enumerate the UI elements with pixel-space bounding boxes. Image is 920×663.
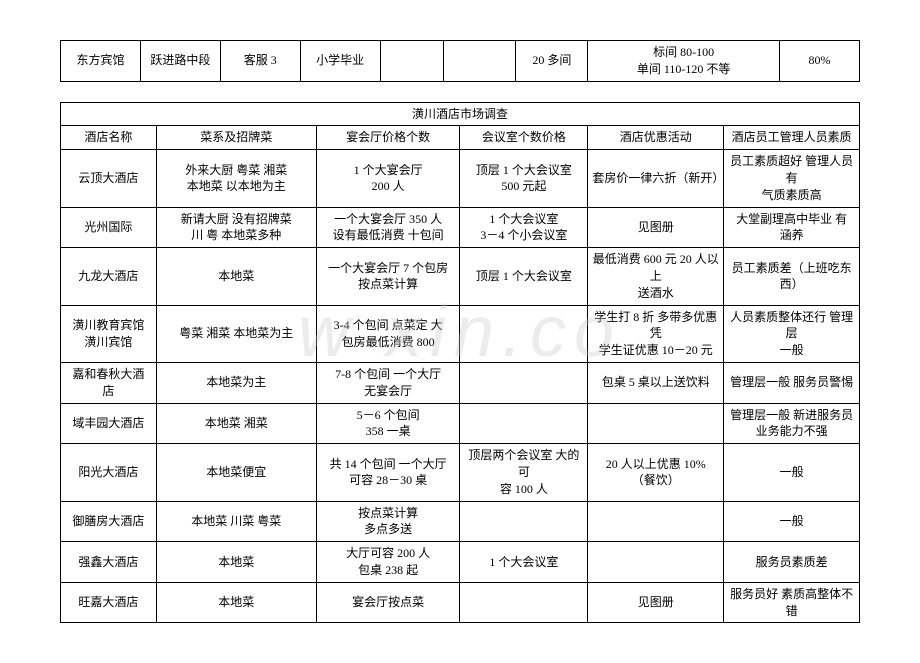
- table-cell: 阳光大酒店: [61, 444, 157, 501]
- table-cell: 强鑫大酒店: [61, 542, 157, 583]
- table-cell: 大堂副理高中毕业 有涵养: [724, 207, 860, 248]
- table-1: 东方宾馆跃进路中段客服 3小学毕业 20 多间标间 80-100单间 110-12…: [60, 40, 860, 82]
- table-cell: 3-4 个包间 点菜定 大包房最低消费 800: [316, 305, 460, 362]
- table-cell: 跃进路中段: [140, 41, 220, 82]
- table-row: 东方宾馆跃进路中段客服 3小学毕业 20 多间标间 80-100单间 110-12…: [61, 41, 860, 82]
- table-cell: 宴会厅按点菜: [316, 582, 460, 623]
- table-cell: 1 个大会议室3－4 个小会议室: [460, 207, 588, 248]
- table-row: 九龙大酒店本地菜一个大宴会厅 7 个包房按点菜计算顶层 1 个大会议室最低消费 …: [61, 248, 860, 305]
- column-header: 会议室个数价格: [460, 126, 588, 150]
- table-cell: 顶层两个会议室 大的可容 100 人: [460, 444, 588, 501]
- column-header: 宴会厅价格个数: [316, 126, 460, 150]
- table-cell: 顶层 1 个大会议室: [460, 248, 588, 305]
- table-row: 云顶大酒店外来大厨 粤菜 湘菜本地菜 以本地为主1 个大宴会厅200 人顶层 1…: [61, 150, 860, 207]
- table-row: 阳光大酒店本地菜便宜共 14 个包间 一个大厅可容 28－30 桌顶层两个会议室…: [61, 444, 860, 501]
- table-cell: 员工素质超好 管理人员有气质素质高: [724, 150, 860, 207]
- table-row: 旺嘉大酒店本地菜宴会厅按点菜 见图册服务员好 素质高整体不错: [61, 582, 860, 623]
- table-cell: 一般: [724, 501, 860, 542]
- table-row: 光州国际新请大厨 没有招牌菜川 粤 本地菜多种一个大宴会厅 350 人设有最低消…: [61, 207, 860, 248]
- table-cell: [460, 403, 588, 444]
- table-cell: 粤菜 湘菜 本地菜为主: [156, 305, 316, 362]
- table-cell: 域丰园大酒店: [61, 403, 157, 444]
- table-cell: 一般: [724, 444, 860, 501]
- table-cell: 九龙大酒店: [61, 248, 157, 305]
- table-cell: 一个大宴会厅 350 人设有最低消费 十包间: [316, 207, 460, 248]
- table-cell: 外来大厨 粤菜 湘菜本地菜 以本地为主: [156, 150, 316, 207]
- table-cell: 本地菜: [156, 542, 316, 583]
- column-header: 菜系及招牌菜: [156, 126, 316, 150]
- table-2-title-row: 潢川酒店市场调查: [61, 102, 860, 126]
- table-cell: 本地菜: [156, 248, 316, 305]
- page-container: w xin.co 东方宾馆跃进路中段客服 3小学毕业20 多间标间 80-100…: [60, 40, 860, 623]
- table-cell: [588, 501, 724, 542]
- table-cell: 小学毕业: [300, 41, 380, 82]
- table-cell: [460, 501, 588, 542]
- table-cell: [460, 362, 588, 403]
- table-2-header-row: 酒店名称菜系及招牌菜宴会厅价格个数会议室个数价格酒店优惠活动酒店员工管理人员素质: [61, 126, 860, 150]
- table-cell: 云顶大酒店: [61, 150, 157, 207]
- column-header: 酒店优惠活动: [588, 126, 724, 150]
- table-cell: 标间 80-100单间 110-120 不等: [588, 41, 780, 82]
- column-header: 酒店名称: [61, 126, 157, 150]
- table-cell: 员工素质差（上班吃东西）: [724, 248, 860, 305]
- table-2-title: 潢川酒店市场调查: [61, 102, 860, 126]
- table-cell: [460, 305, 588, 362]
- table-cell: 1 个大会议室: [460, 542, 588, 583]
- table-row: 嘉和春秋大酒店本地菜为主7-8 个包间 一个大厅无宴会厅 包桌 5 桌以上送饮料管…: [61, 362, 860, 403]
- table-cell: 按点菜计算多点多送: [316, 501, 460, 542]
- table-cell: 光州国际: [61, 207, 157, 248]
- table-cell: 服务员好 素质高整体不错: [724, 582, 860, 623]
- table-cell: 客服 3: [220, 41, 300, 82]
- table-cell: 管理层一般 新进服务员业务能力不强: [724, 403, 860, 444]
- table-cell: [460, 582, 588, 623]
- table-row: 域丰园大酒店本地菜 湘菜5－6 个包间358 一桌 管理层一般 新进服务员业务能力…: [61, 403, 860, 444]
- table-cell: 本地菜为主: [156, 362, 316, 403]
- table-cell: 新请大厨 没有招牌菜川 粤 本地菜多种: [156, 207, 316, 248]
- table-cell: 本地菜 川菜 粤菜: [156, 501, 316, 542]
- table-cell: 见图册: [588, 582, 724, 623]
- table-cell: 顶层 1 个大会议室500 元起: [460, 150, 588, 207]
- table-cell: 5－6 个包间358 一桌: [316, 403, 460, 444]
- table-cell: 20 多间: [516, 41, 588, 82]
- table-cell: [444, 41, 516, 82]
- table-cell: 管理层一般 服务员警惕: [724, 362, 860, 403]
- table-cell: 80%: [780, 41, 860, 82]
- table-cell: 御膳房大酒店: [61, 501, 157, 542]
- table-cell: 套房价一律六折（新开）: [588, 150, 724, 207]
- table-cell: 服务员素质差: [724, 542, 860, 583]
- table-cell: 本地菜 湘菜: [156, 403, 316, 444]
- table-cell: [380, 41, 444, 82]
- table-cell: 一个大宴会厅 7 个包房按点菜计算: [316, 248, 460, 305]
- table-cell: 本地菜便宜: [156, 444, 316, 501]
- table-cell: 共 14 个包间 一个大厅可容 28－30 桌: [316, 444, 460, 501]
- table-cell: [588, 403, 724, 444]
- table-cell: [588, 542, 724, 583]
- table-cell: 东方宾馆: [61, 41, 141, 82]
- table-row: 潢川教育宾馆潢川宾馆粤菜 湘菜 本地菜为主3-4 个包间 点菜定 大包房最低消费…: [61, 305, 860, 362]
- table-2: 潢川酒店市场调查 酒店名称菜系及招牌菜宴会厅价格个数会议室个数价格酒店优惠活动酒…: [60, 102, 860, 624]
- table-cell: 1 个大宴会厅200 人: [316, 150, 460, 207]
- table-cell: 7-8 个包间 一个大厅无宴会厅: [316, 362, 460, 403]
- table-cell: 20 人以上优惠 10%（餐饮）: [588, 444, 724, 501]
- table-cell: 嘉和春秋大酒店: [61, 362, 157, 403]
- table-cell: 最低消费 600 元 20 人以上送酒水: [588, 248, 724, 305]
- column-header: 酒店员工管理人员素质: [724, 126, 860, 150]
- table-cell: 学生打 8 折 多带多优惠 凭学生证优惠 10－20 元: [588, 305, 724, 362]
- table-cell: 旺嘉大酒店: [61, 582, 157, 623]
- table-cell: 人员素质整体还行 管理层一般: [724, 305, 860, 362]
- table-cell: 包桌 5 桌以上送饮料: [588, 362, 724, 403]
- table-row: 强鑫大酒店本地菜大厅可容 200 人包桌 238 起1 个大会议室 服务员素质差: [61, 542, 860, 583]
- table-cell: 见图册: [588, 207, 724, 248]
- table-cell: 潢川教育宾馆潢川宾馆: [61, 305, 157, 362]
- table-row: 御膳房大酒店本地菜 川菜 粤菜按点菜计算多点多送 一般: [61, 501, 860, 542]
- table-cell: 大厅可容 200 人包桌 238 起: [316, 542, 460, 583]
- table-cell: 本地菜: [156, 582, 316, 623]
